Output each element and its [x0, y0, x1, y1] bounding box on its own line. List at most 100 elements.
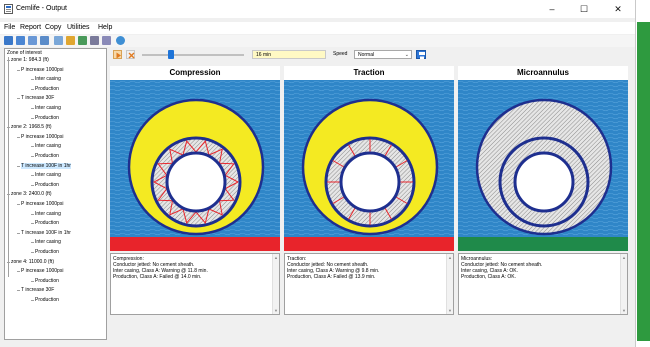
time-readout: 16 min — [252, 50, 326, 59]
scroll-up-icon[interactable]: ▲ — [274, 255, 278, 260]
chart-icon[interactable] — [54, 36, 63, 45]
time-slider-track[interactable] — [142, 54, 244, 56]
tree-casing-node[interactable]: Inter casing — [35, 172, 61, 179]
tree-connector — [31, 223, 34, 225]
tree-load-node[interactable]: P increase 1000psi — [21, 133, 64, 140]
tree-load-node[interactable]: P increase 1000psi — [21, 66, 64, 73]
scroll-down-icon[interactable]: ▼ — [448, 308, 452, 313]
tree-connector — [31, 175, 34, 177]
result-line: Microannulus: — [461, 256, 493, 262]
tree-connector — [17, 165, 20, 167]
save-icon[interactable] — [16, 36, 25, 45]
notes-scrollbar[interactable]: ▲ ▼ — [446, 254, 453, 314]
result-line: Conductor jetted: No cement sheath. — [461, 262, 543, 268]
result-line: Traction: — [287, 256, 307, 262]
panel-traction: Traction — [284, 66, 454, 251]
result-notes[interactable]: Compression: Conductor jetted: No cement … — [110, 253, 280, 315]
tree-casing-node[interactable]: Inter casing — [35, 210, 61, 217]
tree-root[interactable]: Zone of interest — [7, 50, 42, 56]
result-line: Compression: — [113, 256, 144, 262]
scroll-down-icon[interactable]: ▼ — [622, 308, 626, 313]
tree-zone-node[interactable]: zone 1: 984.3 (ft) — [11, 57, 49, 63]
menu-copy[interactable]: Copy — [45, 24, 62, 31]
tree-connector — [31, 280, 34, 282]
minimize-button[interactable]: – — [549, 4, 555, 14]
tree-load-node[interactable]: T increase 30F — [21, 95, 55, 102]
tree-connector — [17, 204, 20, 205]
tree-casing-node[interactable]: Production — [35, 114, 59, 121]
tree-casing-node[interactable]: Inter casing — [35, 239, 61, 246]
tree-casing-node[interactable]: Production — [35, 297, 59, 303]
panel-compression: Compression — [110, 66, 280, 251]
result-notes[interactable]: Traction: Conductor jetted: No cement she… — [284, 253, 454, 315]
tree-casing-node[interactable]: Inter casing — [35, 143, 61, 150]
panel-microannulus: Microannulus — [458, 66, 628, 251]
print-icon[interactable] — [40, 36, 49, 45]
menu-utilities[interactable]: Utilities — [67, 24, 90, 31]
scroll-up-icon[interactable]: ▲ — [622, 255, 626, 260]
tree-casing-node[interactable]: Production — [35, 153, 59, 159]
tree-casing-node[interactable]: Inter casing — [35, 76, 61, 83]
radial-crack — [384, 206, 392, 220]
menu-file[interactable]: File — [4, 24, 16, 31]
maximize-button[interactable]: ☐ — [579, 4, 589, 14]
radial-crack — [394, 160, 408, 168]
panel-title: Compression — [169, 68, 221, 77]
tree-load-node[interactable]: T increase 100F in 1hr — [21, 229, 71, 236]
menu-report[interactable]: Report — [20, 24, 42, 31]
speed-dropdown[interactable]: Normal ⌄ — [354, 50, 412, 59]
tree-load-node[interactable]: T increase 100F in 1hr — [21, 162, 71, 169]
tree-casing-node[interactable]: Inter casing — [35, 105, 61, 111]
zone-tree[interactable]: Zone of interest zone 1: 984.3 (ft) P inc… — [4, 48, 107, 340]
wellbore-cross-section — [284, 80, 454, 251]
tree-casing-node[interactable]: Production — [35, 220, 59, 227]
grid-icon[interactable] — [66, 36, 75, 45]
tree-casing-node[interactable]: Production — [35, 181, 59, 188]
scroll-down-icon[interactable]: ▼ — [274, 308, 278, 313]
tree-load-node[interactable]: T increase 30F — [21, 287, 55, 294]
tree-connector — [31, 242, 34, 244]
result-line: Conductor jetted: No cement sheath. — [113, 262, 195, 268]
notes-scrollbar[interactable]: ▲ ▼ — [272, 254, 279, 314]
menu-help[interactable]: Help — [98, 24, 113, 31]
tree-casing-node[interactable]: Production — [35, 85, 59, 92]
tree-connector — [17, 69, 20, 71]
radial-crack — [332, 196, 346, 204]
tree-connector — [31, 108, 34, 109]
tree-casing-node[interactable]: Production — [35, 249, 59, 255]
settings-icon[interactable] — [90, 36, 99, 45]
app-icon — [4, 4, 13, 14]
production-casing-bore — [513, 151, 575, 213]
toolbar — [0, 35, 635, 47]
tree-zone-node[interactable]: zone 2: 1968.5 (ft) — [11, 124, 52, 131]
panel-title: Microannulus — [516, 68, 569, 77]
tree-connector — [31, 156, 34, 157]
table-icon[interactable] — [78, 36, 87, 45]
result-notes[interactable]: Microannulus: Conductor jetted: No cement… — [458, 253, 628, 315]
play-button[interactable] — [113, 50, 122, 59]
close-button[interactable]: ✕ — [614, 4, 622, 14]
save-output-button[interactable] — [416, 50, 426, 59]
production-casing-bore — [165, 151, 227, 213]
tree-connector — [17, 232, 20, 234]
tree-load-node[interactable]: P increase 1000psi — [21, 268, 64, 275]
time-slider-thumb[interactable] — [167, 50, 174, 59]
scroll-up-icon[interactable]: ▲ — [448, 255, 452, 260]
result-line: Inter casing, Class A: Warning @ 11.8 mi… — [113, 268, 208, 274]
result-line: Inter casing, Class A: Warning @ 9.8 min… — [287, 268, 380, 274]
help-icon[interactable] — [116, 36, 125, 45]
result-line: Production, Class A: OK. — [461, 274, 517, 280]
tree-zone-node[interactable]: zone 3: 2400.0 (ft) — [11, 191, 52, 198]
status-strip — [458, 237, 628, 251]
tree-connector — [31, 252, 34, 253]
copy-icon[interactable] — [28, 36, 37, 45]
open-icon[interactable] — [4, 36, 13, 45]
play-icon — [116, 52, 121, 59]
export-icon[interactable] — [102, 36, 111, 45]
tree-connector — [31, 117, 34, 119]
tree-zone-node[interactable]: zone 4: 11000.0 (ft) — [11, 258, 54, 265]
tree-casing-node[interactable]: Production — [35, 277, 59, 284]
stop-button[interactable] — [126, 50, 135, 59]
notes-scrollbar[interactable]: ▲ ▼ — [620, 254, 627, 314]
tree-load-node[interactable]: P increase 1000psi — [21, 201, 64, 207]
